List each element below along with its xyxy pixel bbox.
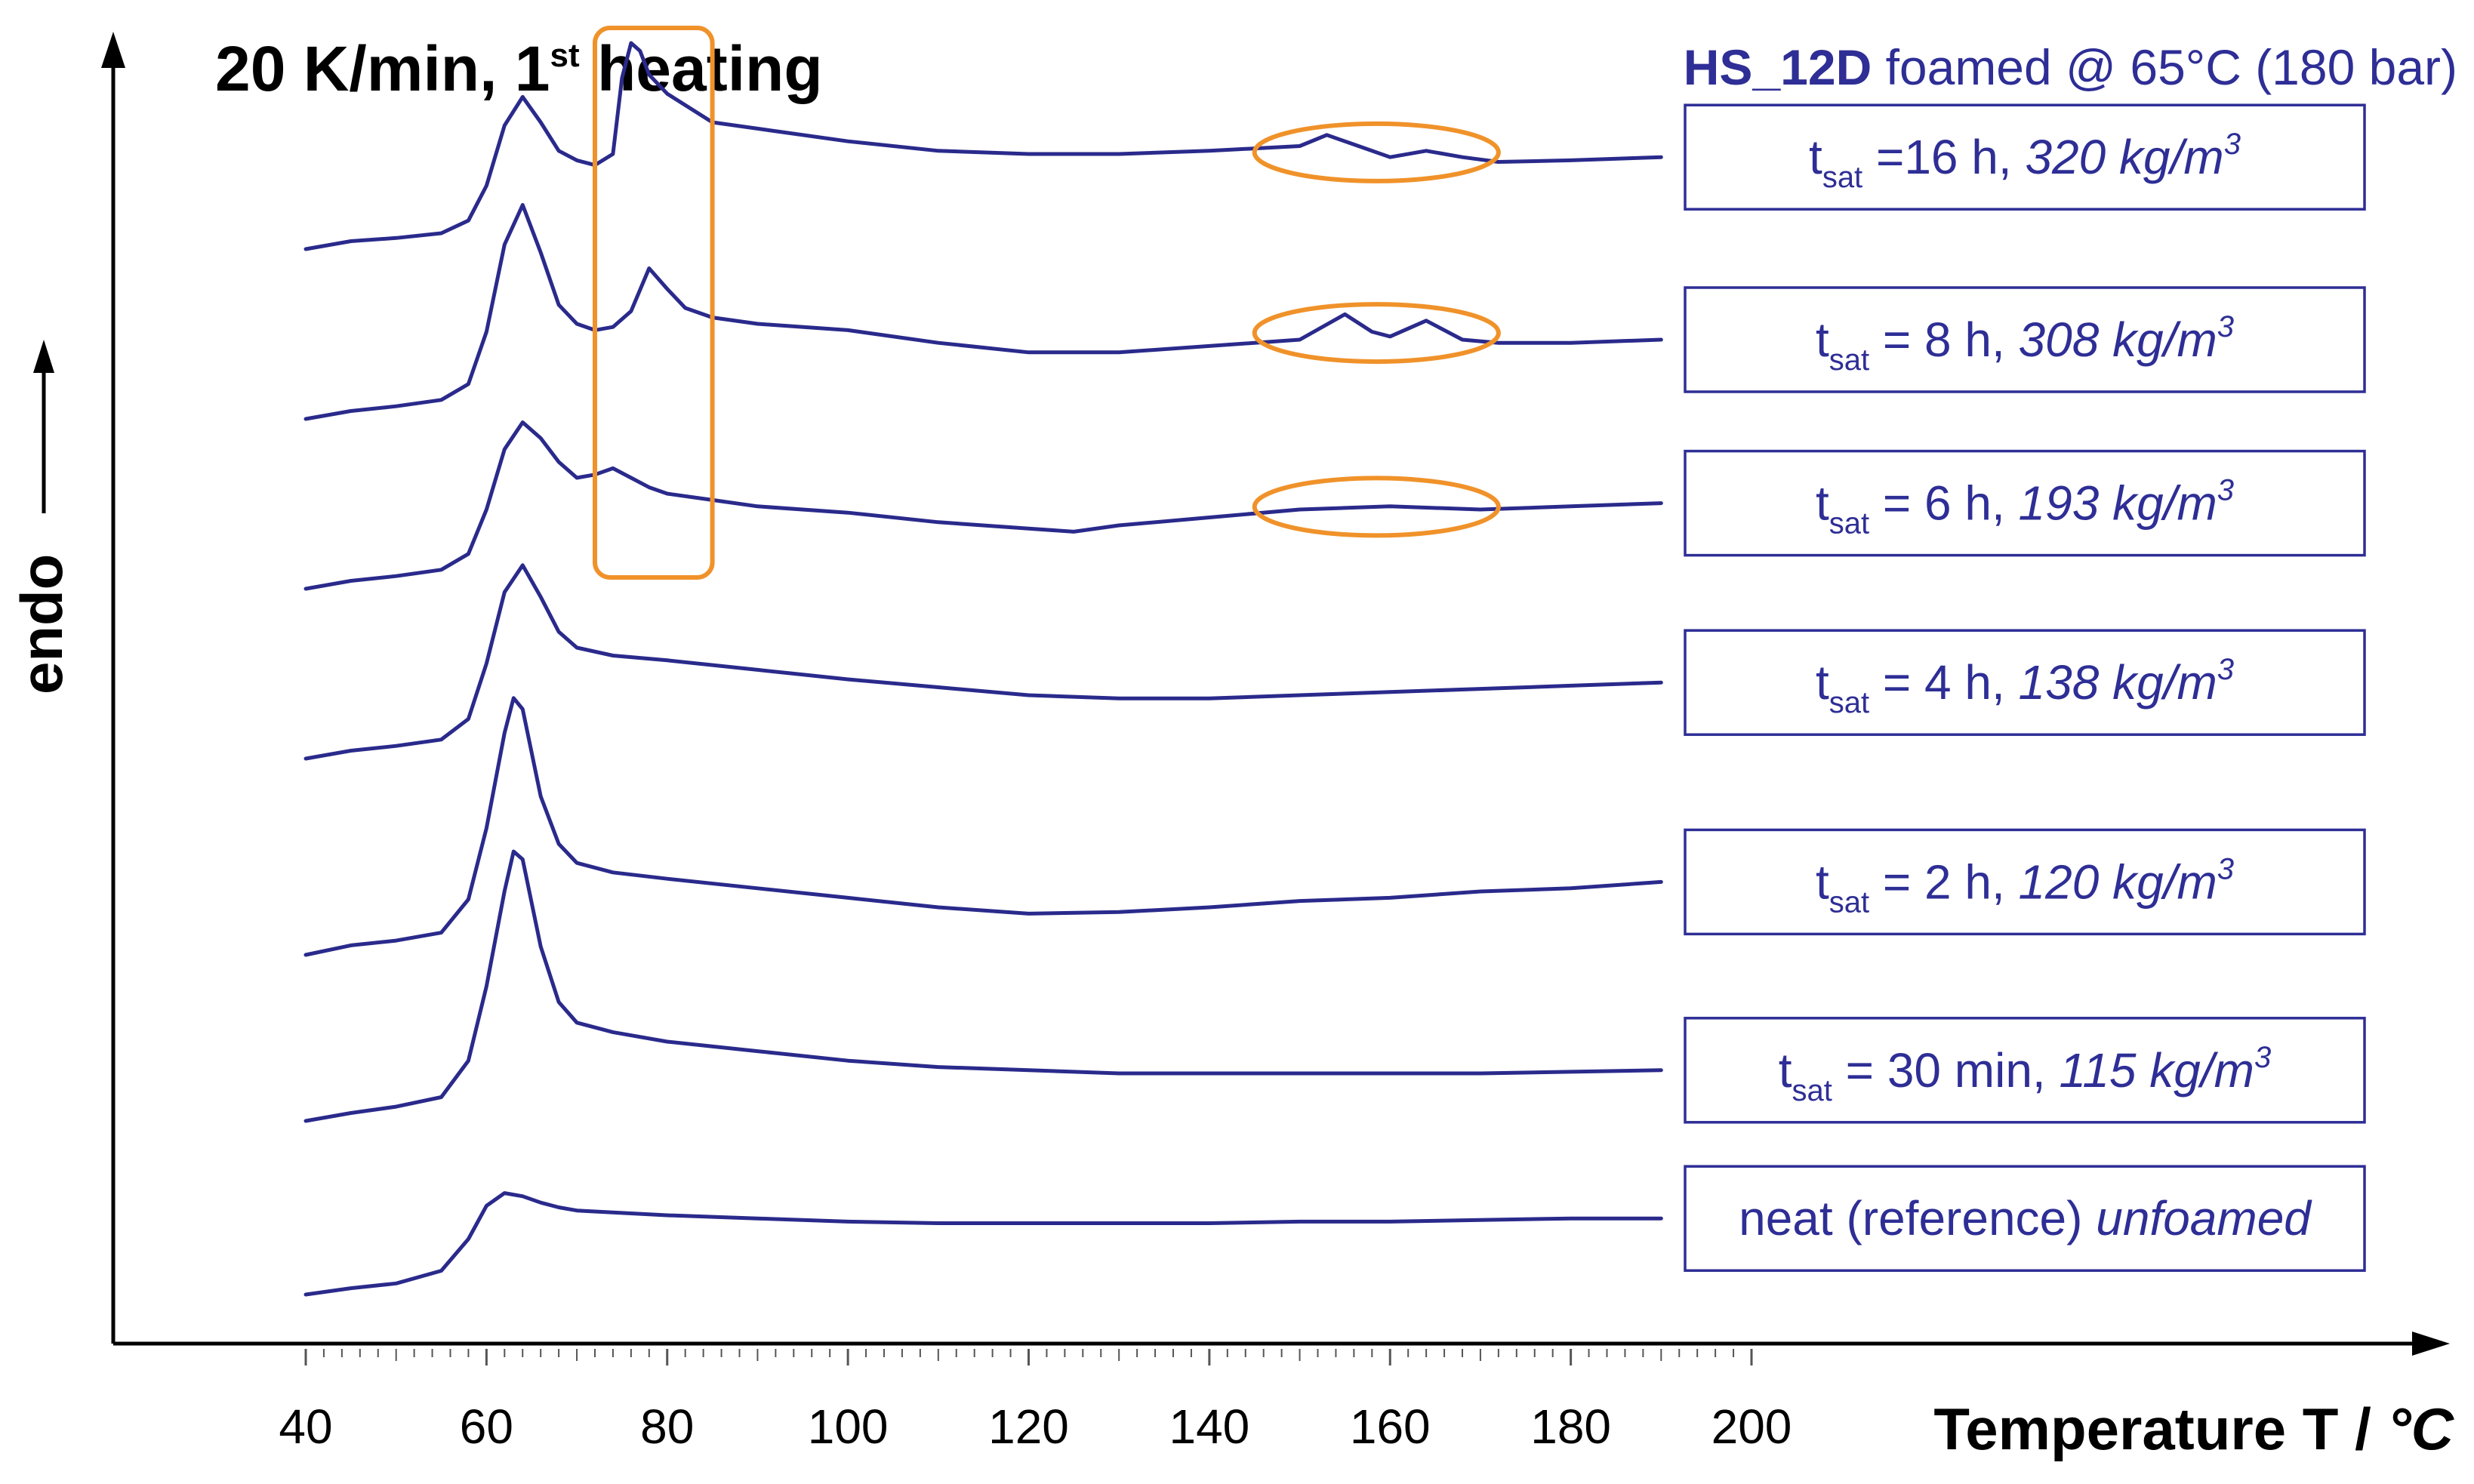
x-tick-label: 200 [1711,1399,1792,1454]
curve-label-box [1684,828,2366,936]
dsc-curves [303,41,1663,1297]
x-tick-label: 120 [988,1399,1069,1454]
x-axis-tick-labels: 40 60 80 100 120 140 160 180 200 [279,1399,1792,1454]
curve-label: tsat = 8 h, 308 kg/m3 [1684,286,2366,393]
dsc-curve [303,696,1663,957]
dsc-curve [303,849,1663,1123]
sample-header: HS_12D foamed @ 65°C (180 bar) [1684,39,2457,95]
highlight-ellipse [1252,302,1501,365]
curve-label-box [1684,1017,2366,1124]
curve-label-text: tsat = 8 h, 308 kg/m3 [1816,310,2234,377]
x-tick-label: 140 [1169,1399,1249,1454]
curve-label: tsat = 2 h, 120 kg/m3 [1684,828,2366,936]
x-tick-label: 160 [1350,1399,1431,1454]
curve-label-text: tsat = 30 min, 115 kg/m3 [1779,1041,2271,1107]
x-tick-label: 100 [808,1399,889,1454]
curve-label-boxes: tsat =16 h, 320 kg/m3 tsat = 8 h, 308 kg/… [1684,103,2366,1272]
x-tick-label: 60 [460,1399,513,1454]
x-tick-label: 80 [640,1399,694,1454]
highlight-annotations [593,26,1501,580]
curve-label-box [1684,629,2366,736]
curve-label-box [1684,1165,2366,1272]
curve-label-text: tsat =16 h, 320 kg/m3 [1809,128,2241,194]
highlight-ellipse [1252,121,1501,183]
curve-label: tsat = 6 h, 193 kg/m3 [1684,449,2366,557]
x-axis-label: Temperature T / °C [1933,1396,2454,1462]
curve-label-text: tsat = 6 h, 193 kg/m3 [1816,474,2234,540]
curve-label-box [1684,103,2366,211]
x-tick-label: 40 [279,1399,332,1454]
x-axis-arrow [2412,1332,2450,1356]
dsc-curve [303,203,1663,421]
curve-label-text: tsat = 4 h, 138 kg/m3 [1816,653,2234,719]
dsc-curve [303,420,1663,591]
curve-label-text: neat (reference) unfoamed [1739,1191,2312,1245]
x-tick-label: 180 [1530,1399,1611,1454]
dsc-curve [303,1191,1663,1297]
curve-label: neat (reference) unfoamed [1684,1165,2366,1272]
chart-title: 20 K/min, 1st heating [215,33,823,104]
x-axis-ticks [304,1349,1753,1365]
highlight-ellipse [1252,476,1501,538]
y-axis-arrow [101,32,125,68]
highlight-rectangle [593,26,715,580]
svg-text:endo: endo [8,554,75,694]
curve-label-text: tsat = 2 h, 120 kg/m3 [1816,852,2234,919]
curve-label-box [1684,286,2366,393]
curve-label: tsat =16 h, 320 kg/m3 [1684,103,2366,211]
y-axis-label: endo [8,340,75,694]
dsc-curve [303,563,1663,761]
dsc-curve [303,41,1663,251]
curve-label: tsat = 30 min, 115 kg/m3 [1684,1017,2366,1124]
curve-label: tsat = 4 h, 138 kg/m3 [1684,629,2366,736]
curve-label-box [1684,449,2366,557]
